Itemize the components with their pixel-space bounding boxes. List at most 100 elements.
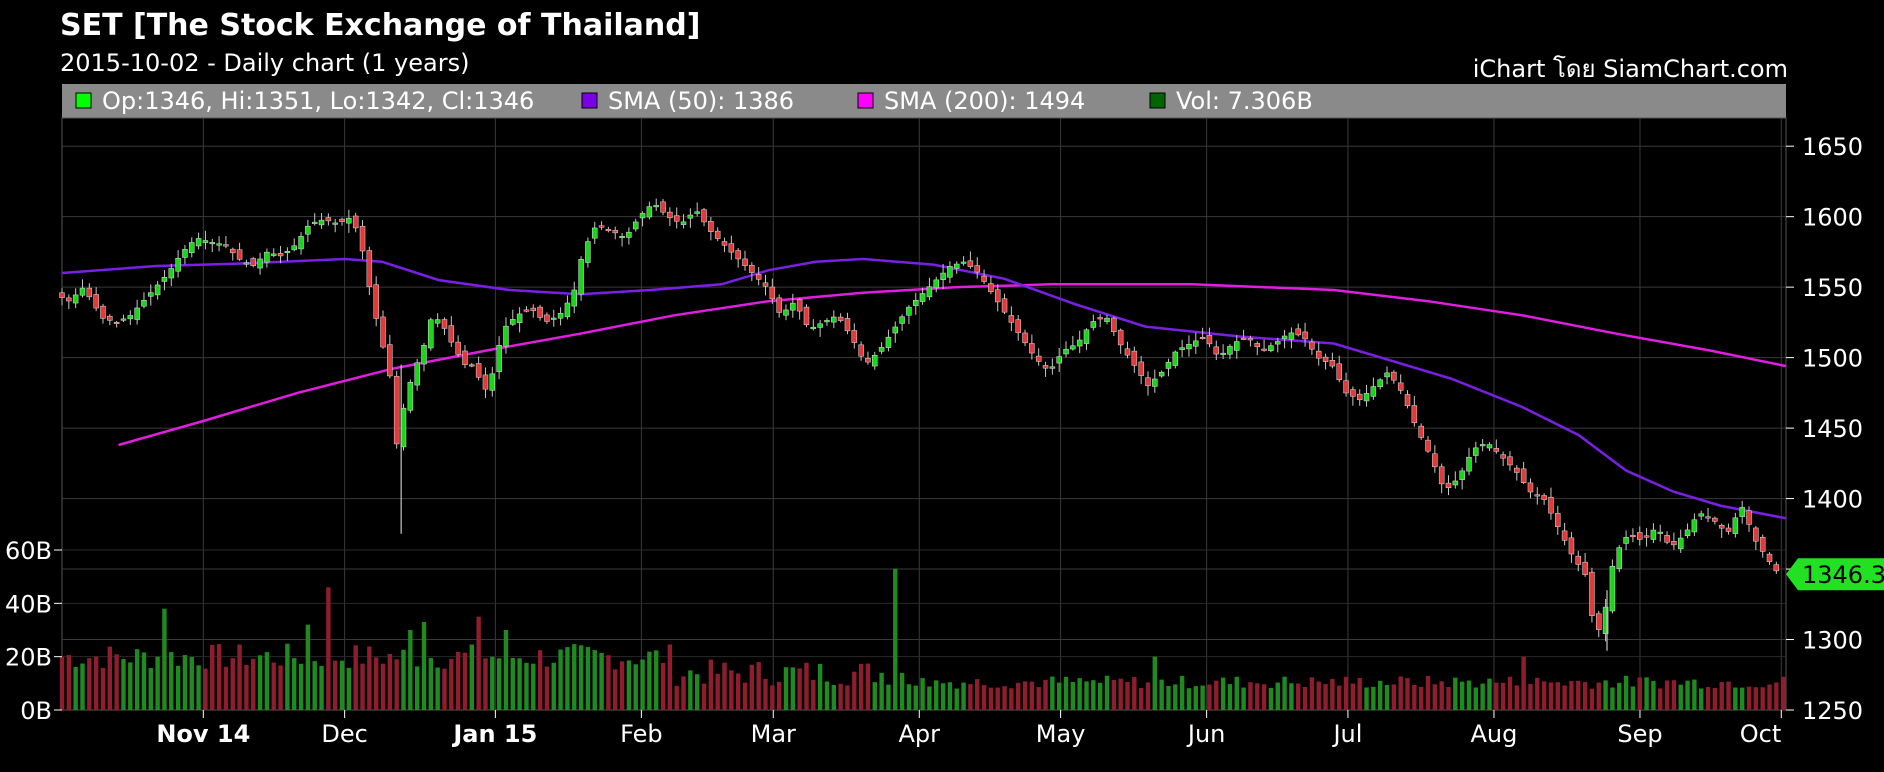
volume-bar: [1439, 681, 1444, 710]
volume-tick-label: 40B: [5, 590, 52, 618]
candle-body: [667, 211, 673, 219]
candle-body: [694, 211, 700, 214]
volume-tick-label: 20B: [5, 644, 52, 672]
volume-bar: [1302, 686, 1308, 710]
candle-body: [1684, 529, 1691, 537]
legend-swatch: [1149, 92, 1166, 109]
volume-bar: [162, 608, 167, 710]
candle-body: [1766, 553, 1773, 562]
candle-body: [947, 265, 953, 278]
volume-bar: [783, 667, 789, 710]
volume-bar: [1200, 685, 1205, 710]
candle-body: [1281, 335, 1288, 340]
volume-bar: [681, 676, 686, 710]
volume-bar: [1514, 685, 1520, 710]
volume-bar: [114, 654, 119, 710]
candle-body: [837, 316, 844, 321]
volume-bar: [59, 656, 65, 710]
candle-body: [325, 217, 332, 222]
candle-body: [701, 209, 707, 223]
price-tick-label: 1500: [1802, 345, 1863, 373]
candle-body: [421, 345, 427, 365]
price-tick-label: 1250: [1802, 697, 1863, 725]
volume-bar: [107, 646, 113, 710]
volume-bar: [1719, 682, 1724, 710]
candle-body: [414, 362, 420, 386]
volume-bar: [230, 658, 235, 710]
volume-bar: [476, 616, 481, 710]
candle-body: [1322, 356, 1329, 362]
volume-bar: [1555, 682, 1560, 710]
candle-body: [1336, 363, 1342, 380]
candle-body: [1411, 405, 1418, 424]
volume-bar: [619, 661, 625, 710]
volume-bar: [148, 667, 153, 710]
volume-bar: [975, 679, 980, 710]
volume-bar: [1309, 677, 1315, 710]
volume-bar: [271, 662, 276, 710]
date-tick-label: Dec: [321, 720, 367, 748]
candle-body: [434, 319, 441, 324]
candle-body: [209, 242, 216, 245]
volume-bar: [1036, 687, 1041, 710]
candle-body: [1363, 393, 1370, 402]
volume-bar: [503, 630, 509, 710]
volume-bar: [87, 658, 92, 710]
candle-body: [1541, 495, 1547, 500]
volume-bar: [1289, 683, 1294, 710]
volume-bar: [1658, 688, 1663, 710]
candle-body: [1199, 337, 1206, 340]
candle-body: [1035, 355, 1042, 362]
volume-bar: [1097, 682, 1103, 710]
candle-body: [714, 230, 721, 239]
volume-bar: [380, 663, 386, 710]
volume-bar: [1521, 656, 1526, 710]
date-tick-label: Jun: [1186, 720, 1226, 748]
candle-body: [475, 363, 482, 378]
candle-body: [489, 373, 496, 391]
candle-body: [243, 262, 250, 265]
candle-body: [134, 307, 140, 320]
candle-body: [1042, 365, 1049, 369]
date-axis: Nov 14 Dec Jan 15 Feb Mar Apr May Jun Jul Aug Sep O…: [156, 710, 1782, 748]
volume-bar: [1746, 686, 1752, 710]
volume-bar: [1767, 684, 1772, 710]
candle-body: [202, 240, 209, 243]
sma50-path: [61, 257, 1787, 520]
candle-body: [305, 225, 311, 235]
candle-body: [1589, 571, 1595, 616]
volume-bar: [251, 658, 256, 710]
candlesticks: [59, 198, 1780, 651]
candle-body: [387, 344, 393, 377]
candle-body: [1022, 332, 1028, 344]
volume-bar: [1644, 677, 1649, 710]
volume-bar: [1104, 675, 1110, 710]
volume-bar: [1774, 682, 1779, 710]
volume-bar: [797, 668, 802, 710]
candle-body: [537, 306, 543, 318]
candle-body: [195, 238, 202, 247]
volume-bar: [483, 658, 488, 710]
volume-bar: [886, 684, 891, 710]
candle-body: [1534, 494, 1541, 497]
candle-body: [1602, 606, 1609, 634]
candle-body: [960, 261, 967, 264]
candle-body: [967, 260, 974, 267]
volume-bar: [387, 653, 393, 710]
price-tick-label: 1600: [1802, 204, 1863, 232]
candle-body: [1309, 341, 1315, 350]
last-price-label: 1346.35: [1802, 561, 1884, 589]
volume-bar: [510, 657, 515, 710]
candle-body: [544, 314, 550, 322]
candle-body: [858, 344, 864, 357]
candle-body: [1493, 448, 1500, 452]
volume-bar: [100, 667, 106, 710]
candle-body: [482, 374, 489, 390]
candle-body: [318, 219, 325, 226]
candle-body: [1555, 513, 1561, 528]
candle-body: [1404, 394, 1411, 407]
date-tick-label: Apr: [899, 720, 941, 748]
candle-body: [66, 297, 72, 302]
volume-bar: [1459, 681, 1465, 710]
volume-bar: [1132, 676, 1137, 710]
